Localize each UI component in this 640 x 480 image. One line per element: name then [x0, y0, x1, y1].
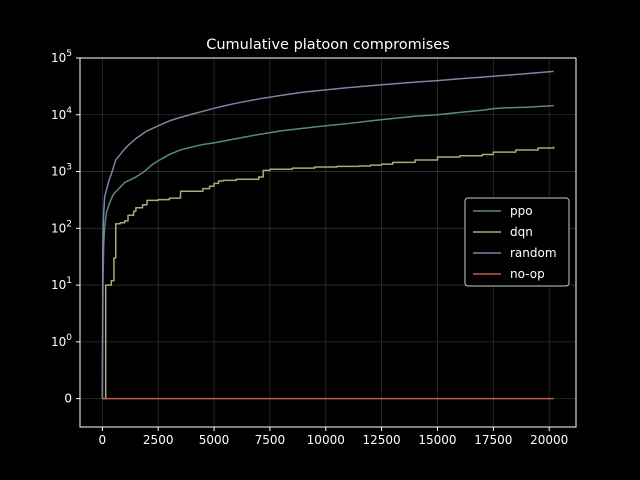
series-layer: [101, 70, 555, 400]
legend-label-random: random: [510, 246, 557, 260]
x-tick-label: 15000: [418, 433, 456, 447]
series-line-dqn: [102, 146, 555, 400]
legend-label-dqn: dqn: [510, 225, 533, 239]
x-tick-label: 5000: [199, 433, 230, 447]
legend-box: [464, 197, 570, 287]
legend: ppo dqn random no-op: [464, 197, 570, 287]
x-tick-label: 0: [99, 433, 107, 447]
axes: 0 2500 5000 7500 10000 12500 15000 17500 20000 0 1…: [51, 49, 568, 447]
x-tick-label: 7500: [255, 433, 286, 447]
series-line-random: [101, 70, 554, 399]
y-tick-label: 102: [51, 219, 72, 235]
legend-label-no-op: no-op: [510, 267, 545, 281]
y-tick-label: 0: [64, 392, 72, 406]
chart-title: Cumulative platoon compromises: [206, 37, 450, 53]
y-tick-label: 103: [51, 163, 72, 179]
y-tick-label: 100: [51, 333, 72, 349]
x-tick-label: 17500: [474, 433, 512, 447]
series-line-ppo: [101, 104, 554, 399]
x-tick-label: 2500: [143, 433, 174, 447]
y-tick-label: 104: [51, 106, 72, 122]
x-tick-label: 10000: [307, 433, 345, 447]
y-tick-label: 101: [51, 276, 72, 292]
legend-label-ppo: ppo: [510, 204, 533, 218]
y-tick-label: 105: [51, 49, 72, 65]
x-tick-label: 12500: [363, 433, 401, 447]
plot-frame: [79, 57, 577, 428]
x-tick-label: 20000: [530, 433, 568, 447]
